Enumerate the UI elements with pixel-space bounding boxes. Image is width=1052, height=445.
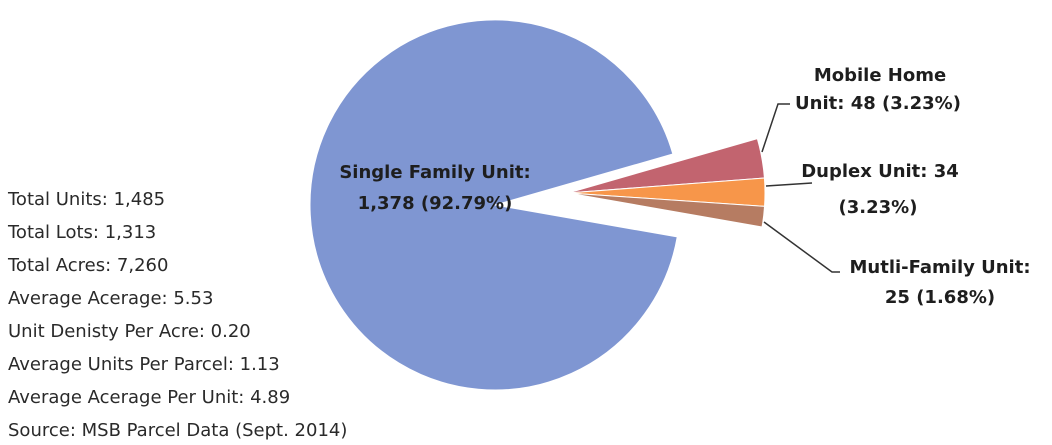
data-label: Unit: 48 (3.23%) [795,93,961,114]
leader-line [763,221,840,273]
note: Total Acres: 7,260 [7,255,168,276]
data-label: 25 (1.68%) [885,287,995,308]
pie-slice [567,192,766,228]
leader-line [765,182,813,187]
data-label: Mutli-Family Unit: [849,257,1030,278]
note: Unit Denisty Per Acre: 0.20 [8,321,251,342]
data-label: Single Family Unit: [339,162,530,183]
note: Total Units: 1,485 [7,189,165,210]
data-label: Duplex Unit: 34 [801,161,959,182]
pie-slice [309,19,678,391]
data-label: 1,378 (92.79%) [358,193,513,214]
leader-line [761,103,790,153]
note: Source: MSB Parcel Data (Sept. 2014) [8,420,347,441]
note: Total Lots: 1,313 [7,222,156,243]
data-label: (3.23%) [839,197,918,218]
note: Average Acerage: 5.53 [8,288,213,309]
note: Average Units Per Parcel: 1.13 [8,354,280,375]
data-label: Mobile Home [814,65,946,86]
note: Average Acerage Per Unit: 4.89 [8,387,290,408]
